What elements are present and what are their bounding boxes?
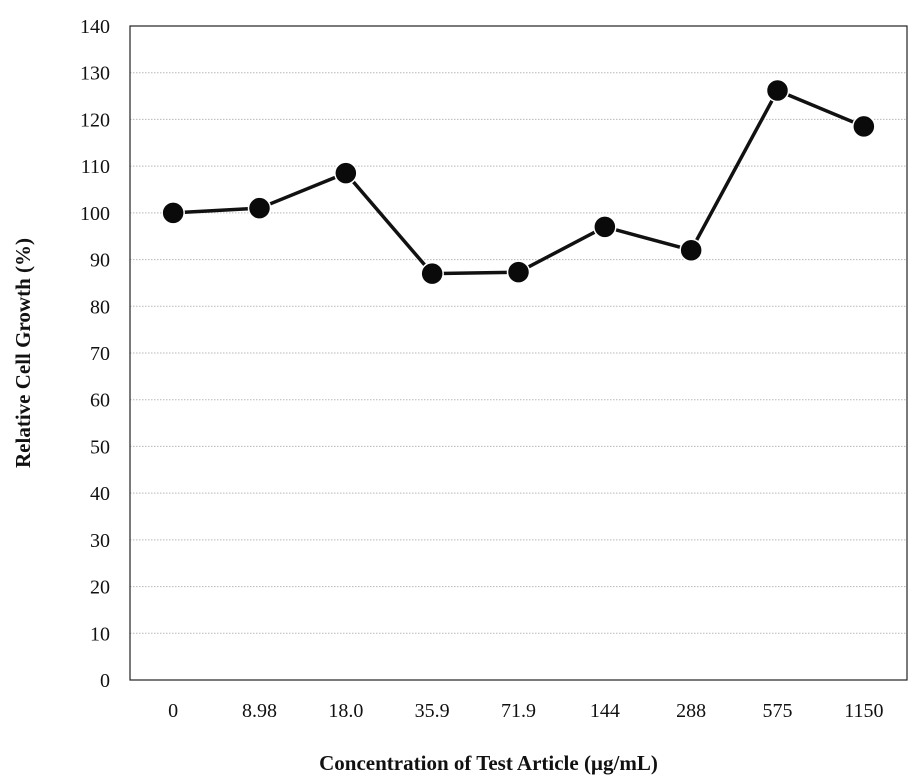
x-tick-label: 0 (168, 700, 178, 722)
x-axis-title: Concentration of Test Article (µg/mL) (319, 751, 658, 775)
x-tick-label: 288 (676, 700, 706, 722)
data-point (852, 114, 876, 139)
y-tick-label: 80 (90, 296, 110, 318)
y-axis-ticks: 0 10 20 30 40 50 60 70 80 90 100 110 120 130 140 (80, 16, 110, 692)
y-tick-label: 40 (90, 483, 110, 505)
x-tick-label: 18.0 (328, 700, 363, 722)
y-tick-label: 100 (80, 203, 110, 225)
data-point (593, 215, 617, 239)
y-tick-label: 60 (90, 390, 110, 412)
grid-lines (130, 72, 907, 634)
data-point (765, 78, 790, 103)
y-tick-label: 20 (90, 577, 110, 599)
data-point (161, 201, 185, 225)
y-tick-label: 90 (90, 250, 110, 272)
x-tick-label: 71.9 (501, 700, 536, 722)
y-tick-label: 0 (100, 670, 110, 692)
series-line (173, 88, 865, 276)
data-point (506, 260, 531, 284)
data-point (679, 238, 703, 262)
y-tick-label: 110 (81, 156, 110, 178)
y-tick-label: 120 (80, 109, 110, 131)
x-axis-ticks: 0 8.98 18.0 35.9 71.9 144 288 575 1150 (168, 700, 883, 722)
data-point (247, 196, 272, 220)
series (161, 78, 876, 286)
y-tick-label: 10 (90, 623, 110, 645)
y-tick-label: 140 (80, 16, 110, 38)
y-tick-label: 30 (90, 530, 110, 552)
plot-area (129, 25, 908, 681)
y-axis-title: Relative Cell Growth (%) (11, 238, 35, 468)
data-point (420, 261, 444, 286)
x-tick-label: 575 (763, 700, 793, 722)
x-tick-label: 8.98 (242, 700, 277, 722)
y-tick-label: 130 (80, 63, 110, 85)
y-tick-label: 50 (90, 436, 110, 458)
x-tick-label: 35.9 (415, 700, 450, 722)
y-tick-label: 70 (90, 343, 110, 365)
x-tick-label: 1150 (844, 700, 883, 722)
data-point (334, 161, 358, 185)
x-tick-label: 144 (590, 700, 620, 722)
